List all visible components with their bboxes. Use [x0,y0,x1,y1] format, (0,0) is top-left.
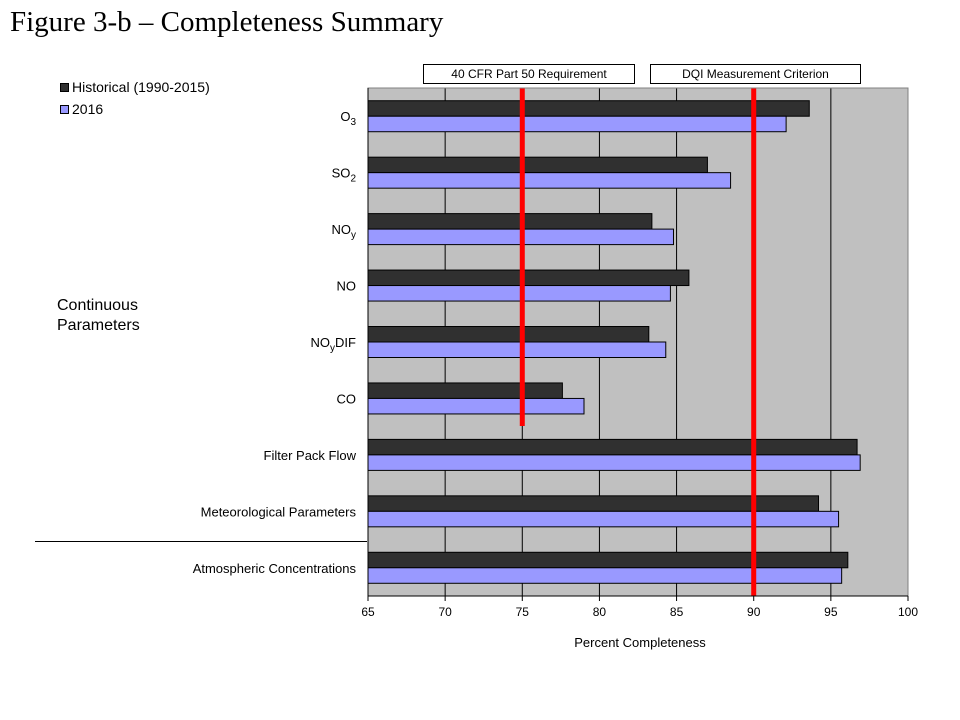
legend-label-2016: 2016 [72,101,104,117]
legend-item-historical: Historical (1990-2015) [60,76,210,98]
x-tick-label-95: 95 [824,605,838,619]
x-axis-title: Percent Completeness [574,635,706,650]
bar-2016-4 [367,341,667,358]
legend-item-2016: 2016 [60,98,210,120]
bar-historical-6 [367,438,858,456]
bar-2016-1 [367,172,732,189]
group-label-line-1: Continuous [57,297,138,314]
x-tick-label-90: 90 [747,605,761,619]
legend-swatch-2016 [60,104,69,114]
bar-2016-7 [367,510,840,528]
legend-label-historical: Historical (1990-2015) [72,79,210,95]
reference-label-dqi: DQI Measurement Criterion [650,64,861,84]
group-label-line-2: Parameters [57,317,140,334]
x-tick-label-80: 80 [593,605,607,619]
x-tick-label-85: 85 [670,605,684,619]
chart-legend: Historical (1990-2015) 2016 [60,76,210,120]
bar-historical-1 [367,156,708,174]
bar-historical-5 [367,382,563,399]
category-label-3: NO [337,279,357,294]
bar-historical-4 [367,326,650,343]
bar-historical-3 [367,269,690,287]
bar-2016-3 [367,285,671,302]
bar-2016-5 [367,397,585,415]
category-label-1: SO2 [332,166,357,185]
x-tick-label-75: 75 [516,605,530,619]
group-label-continuous-parameters: Continuous Parameters [57,296,197,336]
category-label-7: Meteorological Parameters [201,504,357,519]
reference-label-cfr: 40 CFR Part 50 Requirement [423,64,635,84]
legend-swatch-historical [60,82,69,92]
category-label-5: CO [337,391,357,406]
x-tick-label-100: 100 [898,605,918,619]
bar-historical-8 [367,551,849,569]
category-label-0: O3 [340,109,356,128]
category-label-6: Filter Pack Flow [264,448,357,463]
figure-title: Figure 3-b – Completeness Summary [10,6,444,38]
bar-historical-0 [367,100,810,117]
bar-historical-2 [367,213,653,230]
bar-2016-6 [367,454,861,471]
group-divider [35,541,367,542]
x-tick-label-70: 70 [438,605,452,619]
category-label-4: NOyDIF [311,335,357,354]
bar-2016-0 [367,115,787,133]
x-tick-label-65: 65 [361,605,375,619]
category-label-2: NOy [332,222,357,241]
category-label-8: Atmospheric Concentrations [193,561,357,576]
bar-2016-8 [367,567,843,584]
bar-historical-7 [367,495,820,512]
